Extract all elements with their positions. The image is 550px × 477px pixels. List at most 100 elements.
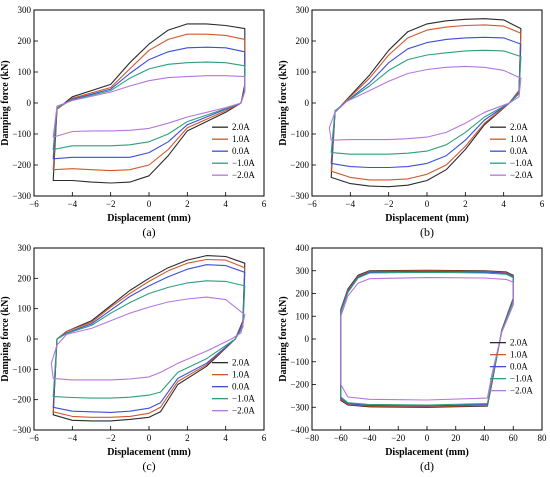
- x-tick-label: −2: [106, 433, 116, 443]
- x-tick-label: 40: [480, 433, 490, 443]
- y-tick-label: 200: [296, 36, 310, 46]
- y-tick-label: −100: [290, 129, 309, 139]
- series-line-1.0A: [52, 33, 246, 172]
- legend-label: 1.0A: [232, 370, 250, 380]
- legend-label: −1.0A: [232, 394, 255, 404]
- legend-label: −2.0A: [510, 170, 533, 180]
- series-line-2.0A: [340, 269, 514, 408]
- series-line-1.0A: [340, 270, 514, 408]
- legend-label: 2.0A: [232, 358, 250, 368]
- x-tick-label: −20: [391, 433, 406, 443]
- legend-label: −2.0A: [510, 386, 533, 396]
- x-tick-label: 20: [451, 433, 461, 443]
- y-tick-label: 200: [18, 36, 32, 46]
- x-tick-label: −80: [305, 433, 320, 443]
- x-tick-label: −2: [106, 199, 116, 209]
- x-axis-title: Displacement (mm): [385, 213, 469, 224]
- y-tick-label: −100: [290, 357, 309, 367]
- x-tick-label: −4: [346, 199, 356, 209]
- series-line-2.0A: [330, 18, 522, 188]
- chart-panel-4: −80 −60 −40 −20 0 20 40 60 80−400−300−200−100010…: [278, 243, 547, 473]
- series-line-1.0A: [330, 24, 522, 181]
- y-tick-label: −300: [12, 191, 31, 201]
- y-tick-label: 200: [18, 273, 32, 283]
- legend-label: 1.0A: [232, 134, 250, 144]
- x-tick-label: 0: [425, 433, 430, 443]
- x-tick-label: 6: [540, 199, 545, 209]
- panel-label: (b): [420, 225, 434, 239]
- x-tick-label: 2: [185, 433, 190, 443]
- legend-label: −2.0A: [232, 170, 255, 180]
- chart-panel-1: −6 −4 −2 0 2 4 6 −300 −200 −100 0 100 200 300 Displace…: [0, 5, 267, 239]
- series-line--1.0A: [52, 280, 246, 399]
- x-tick-label: −40: [362, 433, 377, 443]
- panel-label: (a): [142, 225, 155, 239]
- y-tick-label: 0: [305, 334, 310, 344]
- series-line-1.0A: [52, 258, 246, 418]
- x-tick-label: −4: [68, 199, 78, 209]
- y-tick-label: 300: [296, 5, 310, 15]
- series-line--2.0A: [52, 75, 246, 138]
- y-tick-label: −200: [12, 395, 31, 405]
- y-axis-title: Damping force (kN): [0, 60, 11, 145]
- series-line--1.0A: [340, 271, 514, 406]
- legend-label: 2.0A: [510, 338, 528, 348]
- y-tick-label: 300: [18, 243, 32, 253]
- x-tick-label: 60: [509, 433, 519, 443]
- y-axis-title: Damping force (kN): [278, 296, 289, 381]
- x-tick-label: 0: [147, 433, 152, 443]
- y-tick-label: 300: [296, 266, 310, 276]
- y-tick-label: 300: [18, 5, 32, 15]
- x-tick-label: 0: [147, 199, 152, 209]
- legend-label: 1.0A: [510, 350, 528, 360]
- x-axis-title: Displacement (mm): [385, 447, 469, 458]
- panel-label: (d): [420, 459, 434, 473]
- legend-label: 2.0A: [232, 122, 250, 132]
- chart-panel-3: −6 −4 −2 0 2 4 6 −300 −200 −100 0 100 200 300 Displace…: [0, 243, 267, 473]
- series-line-0.0A: [52, 264, 246, 413]
- series-line-0.0A: [340, 270, 514, 407]
- x-tick-label: −2: [384, 199, 394, 209]
- x-tick-label: 2: [463, 199, 468, 209]
- y-tick-label: −200: [290, 160, 309, 170]
- series-line--2.0A: [340, 277, 514, 401]
- legend-label: 0.0A: [232, 146, 250, 156]
- y-axis-title: Damping force (kN): [0, 296, 11, 381]
- legend-label: −2.0A: [232, 406, 255, 416]
- x-tick-label: 4: [223, 199, 228, 209]
- plot-frame: [33, 9, 265, 197]
- series-line--2.0A: [328, 65, 522, 141]
- y-tick-label: −200: [290, 380, 309, 390]
- y-tick-label: 0: [305, 98, 310, 108]
- y-tick-label: −400: [290, 425, 309, 435]
- series-line--2.0A: [50, 296, 246, 381]
- x-tick-label: 2: [185, 199, 190, 209]
- y-tick-label: 100: [18, 67, 32, 77]
- x-axis-title: Displacement (mm): [107, 213, 191, 224]
- legend-label: 0.0A: [510, 362, 528, 372]
- panel-label: (c): [142, 459, 155, 473]
- plot-frame: [311, 9, 543, 197]
- legend-label: 2.0A: [510, 122, 528, 132]
- x-tick-label: 80: [538, 433, 548, 443]
- x-tick-label: 6: [262, 199, 267, 209]
- series-line-0.0A: [330, 36, 522, 169]
- x-axis-title: Displacement (mm): [107, 447, 191, 458]
- x-tick-label: −6: [29, 199, 39, 209]
- series-line-2.0A: [52, 255, 246, 422]
- legend-label: 1.0A: [510, 134, 528, 144]
- x-tick-label: −60: [334, 433, 349, 443]
- series-line--1.0A: [330, 49, 522, 155]
- x-tick-label: 4: [223, 433, 228, 443]
- y-tick-label: −100: [12, 129, 31, 139]
- legend-label: 0.0A: [232, 382, 250, 392]
- legend-label: −1.0A: [510, 158, 533, 168]
- y-tick-label: 100: [296, 311, 310, 321]
- chart-panel-2: −6 −4 −2 0 2 4 6 −300 −200 −100 0 100 200 300 Displace…: [278, 5, 545, 239]
- y-tick-label: 400: [296, 243, 310, 253]
- x-tick-label: −4: [68, 433, 78, 443]
- y-tick-label: 200: [296, 289, 310, 299]
- x-tick-label: 4: [501, 199, 506, 209]
- legend-label: 0.0A: [510, 146, 528, 156]
